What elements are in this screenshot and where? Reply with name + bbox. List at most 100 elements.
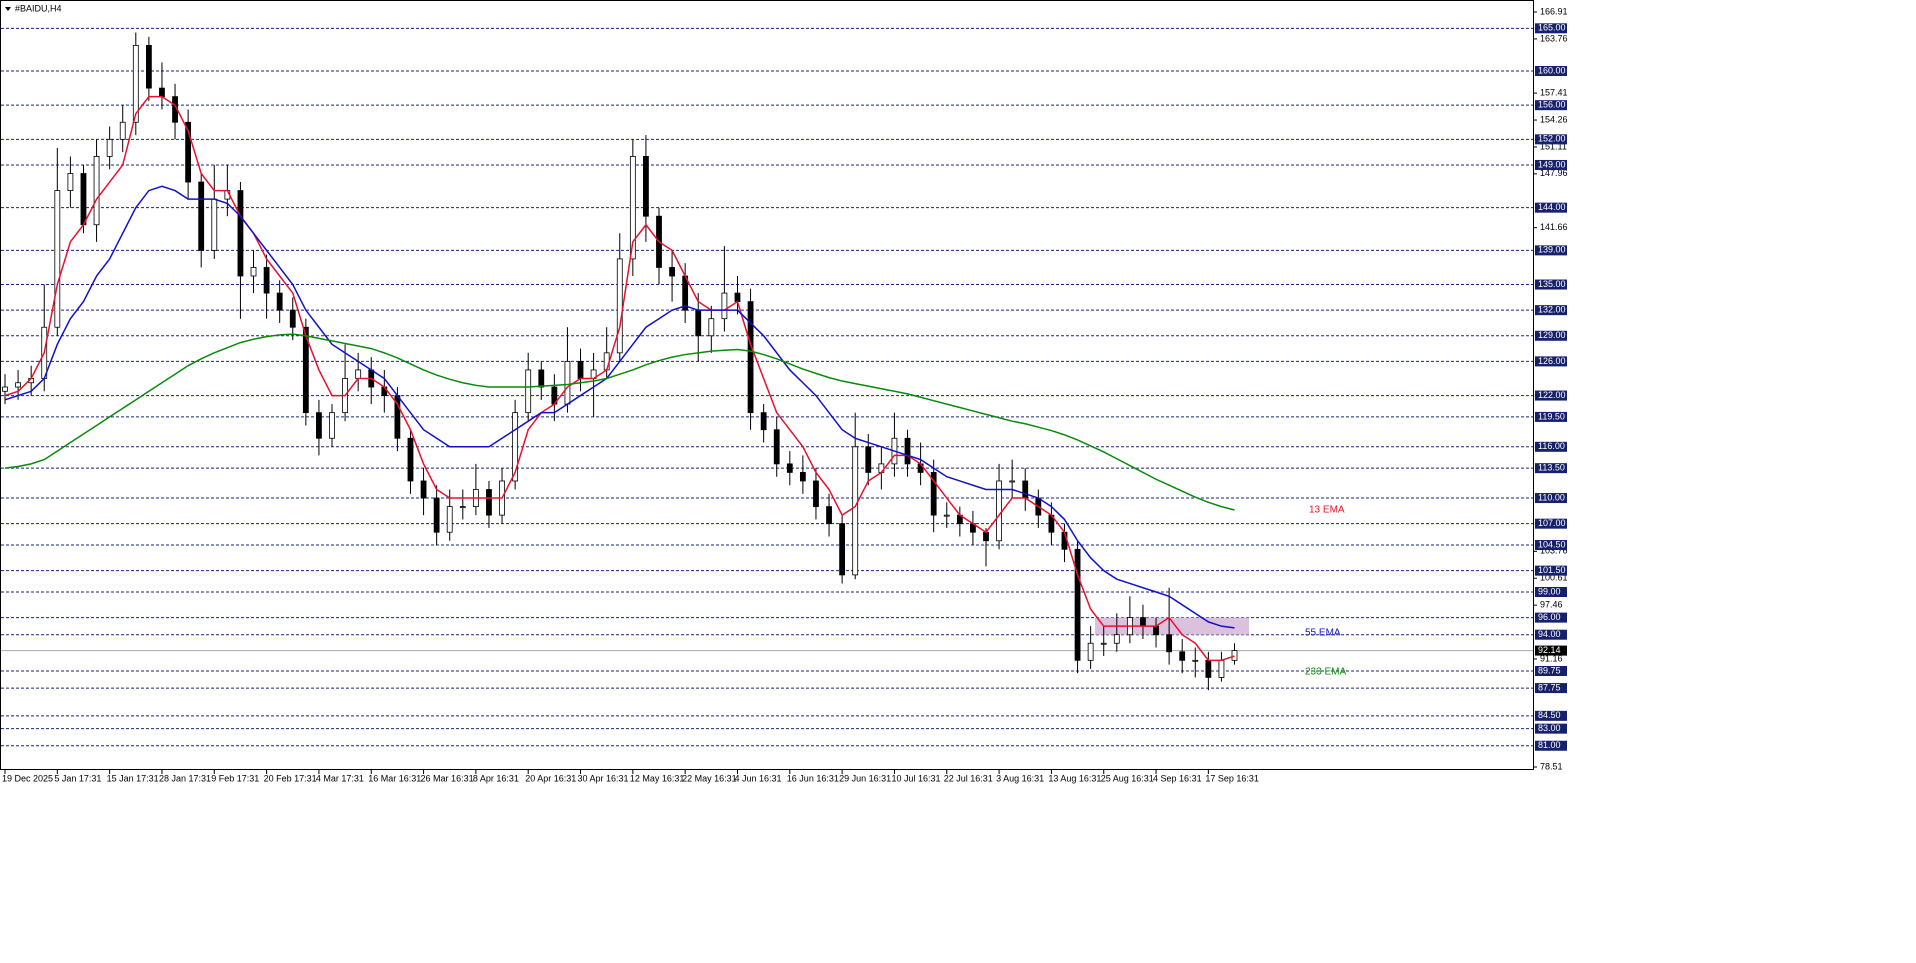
candle-body bbox=[276, 292, 283, 311]
level-label-bg bbox=[1535, 723, 1567, 734]
level-label: 107.00 bbox=[1538, 518, 1566, 528]
x-tick-label: 9 Feb 17:31 bbox=[211, 773, 259, 783]
x-tick-label: 12 May 16:31 bbox=[630, 773, 685, 783]
candle-body bbox=[773, 429, 780, 465]
candle-body bbox=[355, 369, 362, 379]
current-price-label: 92.14 bbox=[1538, 645, 1561, 655]
candle-body bbox=[721, 292, 728, 320]
y-tick-label: 97.46 bbox=[1540, 600, 1563, 610]
x-tick-label: 16 Mar 16:31 bbox=[368, 773, 421, 783]
candle-body bbox=[1205, 659, 1212, 678]
candle-body bbox=[669, 267, 675, 277]
x-tick-label: 3 Aug 16:31 bbox=[996, 773, 1044, 783]
level-label-bg bbox=[1535, 740, 1567, 751]
level-label-bg bbox=[1535, 356, 1567, 367]
candle-body bbox=[407, 437, 414, 482]
candle-body bbox=[1087, 642, 1094, 661]
level-label-bg bbox=[1535, 134, 1567, 145]
x-tick-label: 4 Sep 16:31 bbox=[1153, 773, 1202, 783]
candle-body bbox=[1153, 625, 1159, 636]
candle-body bbox=[446, 506, 453, 533]
level-label: 160.00 bbox=[1538, 65, 1566, 75]
candle-body bbox=[786, 463, 793, 473]
candle-body bbox=[930, 472, 937, 516]
candle-body bbox=[211, 198, 218, 251]
candle-body bbox=[852, 446, 859, 576]
candle-body bbox=[943, 514, 950, 517]
y-tick-label: 163.76 bbox=[1540, 33, 1568, 43]
current-price-bg bbox=[1535, 645, 1567, 656]
menu-arrow[interactable] bbox=[5, 7, 11, 11]
level-label-bg bbox=[1535, 666, 1567, 677]
level-label-bg bbox=[1535, 305, 1567, 316]
x-tick-label: 5 Jan 17:31 bbox=[54, 773, 101, 783]
candle-body bbox=[1100, 642, 1107, 645]
level-label: 104.50 bbox=[1538, 539, 1566, 549]
candle-body bbox=[1061, 531, 1068, 550]
x-tick-label: 17 Sep 16:31 bbox=[1205, 773, 1259, 783]
candle-body bbox=[577, 361, 584, 379]
level-label-bg bbox=[1535, 159, 1567, 170]
candle-body bbox=[616, 258, 623, 354]
ema-line bbox=[4, 333, 1235, 511]
level-label-bg bbox=[1535, 390, 1567, 401]
candle-body bbox=[826, 506, 832, 525]
candle-body bbox=[237, 190, 244, 277]
candle-body bbox=[433, 497, 440, 533]
level-label: 149.00 bbox=[1538, 159, 1566, 169]
candle-body bbox=[420, 480, 427, 499]
x-tick-label: 25 Aug 16:31 bbox=[1101, 773, 1154, 783]
x-tick-label: 16 Jun 16:31 bbox=[787, 773, 839, 783]
y-tick-label: 103.76 bbox=[1540, 546, 1568, 556]
candle-body bbox=[629, 156, 636, 260]
candle-body bbox=[813, 480, 819, 507]
level-label-bg bbox=[1535, 245, 1567, 256]
candle-body bbox=[329, 412, 335, 439]
level-label-bg bbox=[1535, 629, 1567, 640]
x-tick-label: 29 Jun 16:31 bbox=[839, 773, 891, 783]
candle-body bbox=[15, 382, 21, 388]
level-label: 99.00 bbox=[1538, 586, 1561, 596]
candle-body bbox=[983, 531, 989, 542]
candle-body bbox=[185, 121, 192, 183]
plot-frame bbox=[0, 0, 1534, 770]
level-label: 129.00 bbox=[1538, 330, 1566, 340]
y-tick-label: 100.61 bbox=[1540, 573, 1568, 583]
level-label-bg bbox=[1535, 279, 1567, 290]
y-tick-label: 154.26 bbox=[1540, 114, 1568, 124]
x-tick-label: 30 Apr 16:31 bbox=[578, 773, 629, 783]
candle-body bbox=[302, 326, 309, 414]
candle-body bbox=[799, 472, 806, 482]
candle-body bbox=[538, 369, 545, 388]
ema-line bbox=[4, 185, 1235, 629]
y-tick-label: 151.11 bbox=[1540, 141, 1567, 151]
candle-body bbox=[525, 369, 532, 414]
candle-body bbox=[760, 412, 767, 431]
candle-body bbox=[682, 275, 689, 311]
level-label: 152.00 bbox=[1538, 134, 1566, 144]
level-label-bg bbox=[1535, 330, 1567, 341]
level-label: 139.00 bbox=[1538, 245, 1566, 255]
candle-body bbox=[289, 309, 296, 328]
legend-label: 13 EMA bbox=[1309, 505, 1345, 516]
candle-body bbox=[119, 121, 126, 140]
candle-body bbox=[1192, 659, 1199, 662]
candle-body bbox=[1231, 650, 1238, 661]
candle-body bbox=[250, 267, 257, 277]
candle-body bbox=[564, 361, 571, 405]
level-label: 87.75 bbox=[1538, 682, 1561, 692]
ema-line bbox=[4, 95, 1235, 662]
x-tick-label: 8 Apr 16:31 bbox=[473, 773, 519, 783]
level-label: 83.00 bbox=[1538, 723, 1561, 733]
candle-body bbox=[1074, 548, 1081, 661]
level-label: 94.00 bbox=[1538, 629, 1561, 639]
level-label-bg bbox=[1535, 100, 1567, 111]
level-label: 144.00 bbox=[1538, 202, 1566, 212]
y-tick-label: 141.66 bbox=[1540, 222, 1568, 232]
x-tick-label: 20 Feb 17:31 bbox=[264, 773, 317, 783]
candle-body bbox=[1113, 634, 1120, 644]
y-tick-label: 91.16 bbox=[1540, 653, 1563, 663]
level-label-bg bbox=[1535, 66, 1567, 77]
